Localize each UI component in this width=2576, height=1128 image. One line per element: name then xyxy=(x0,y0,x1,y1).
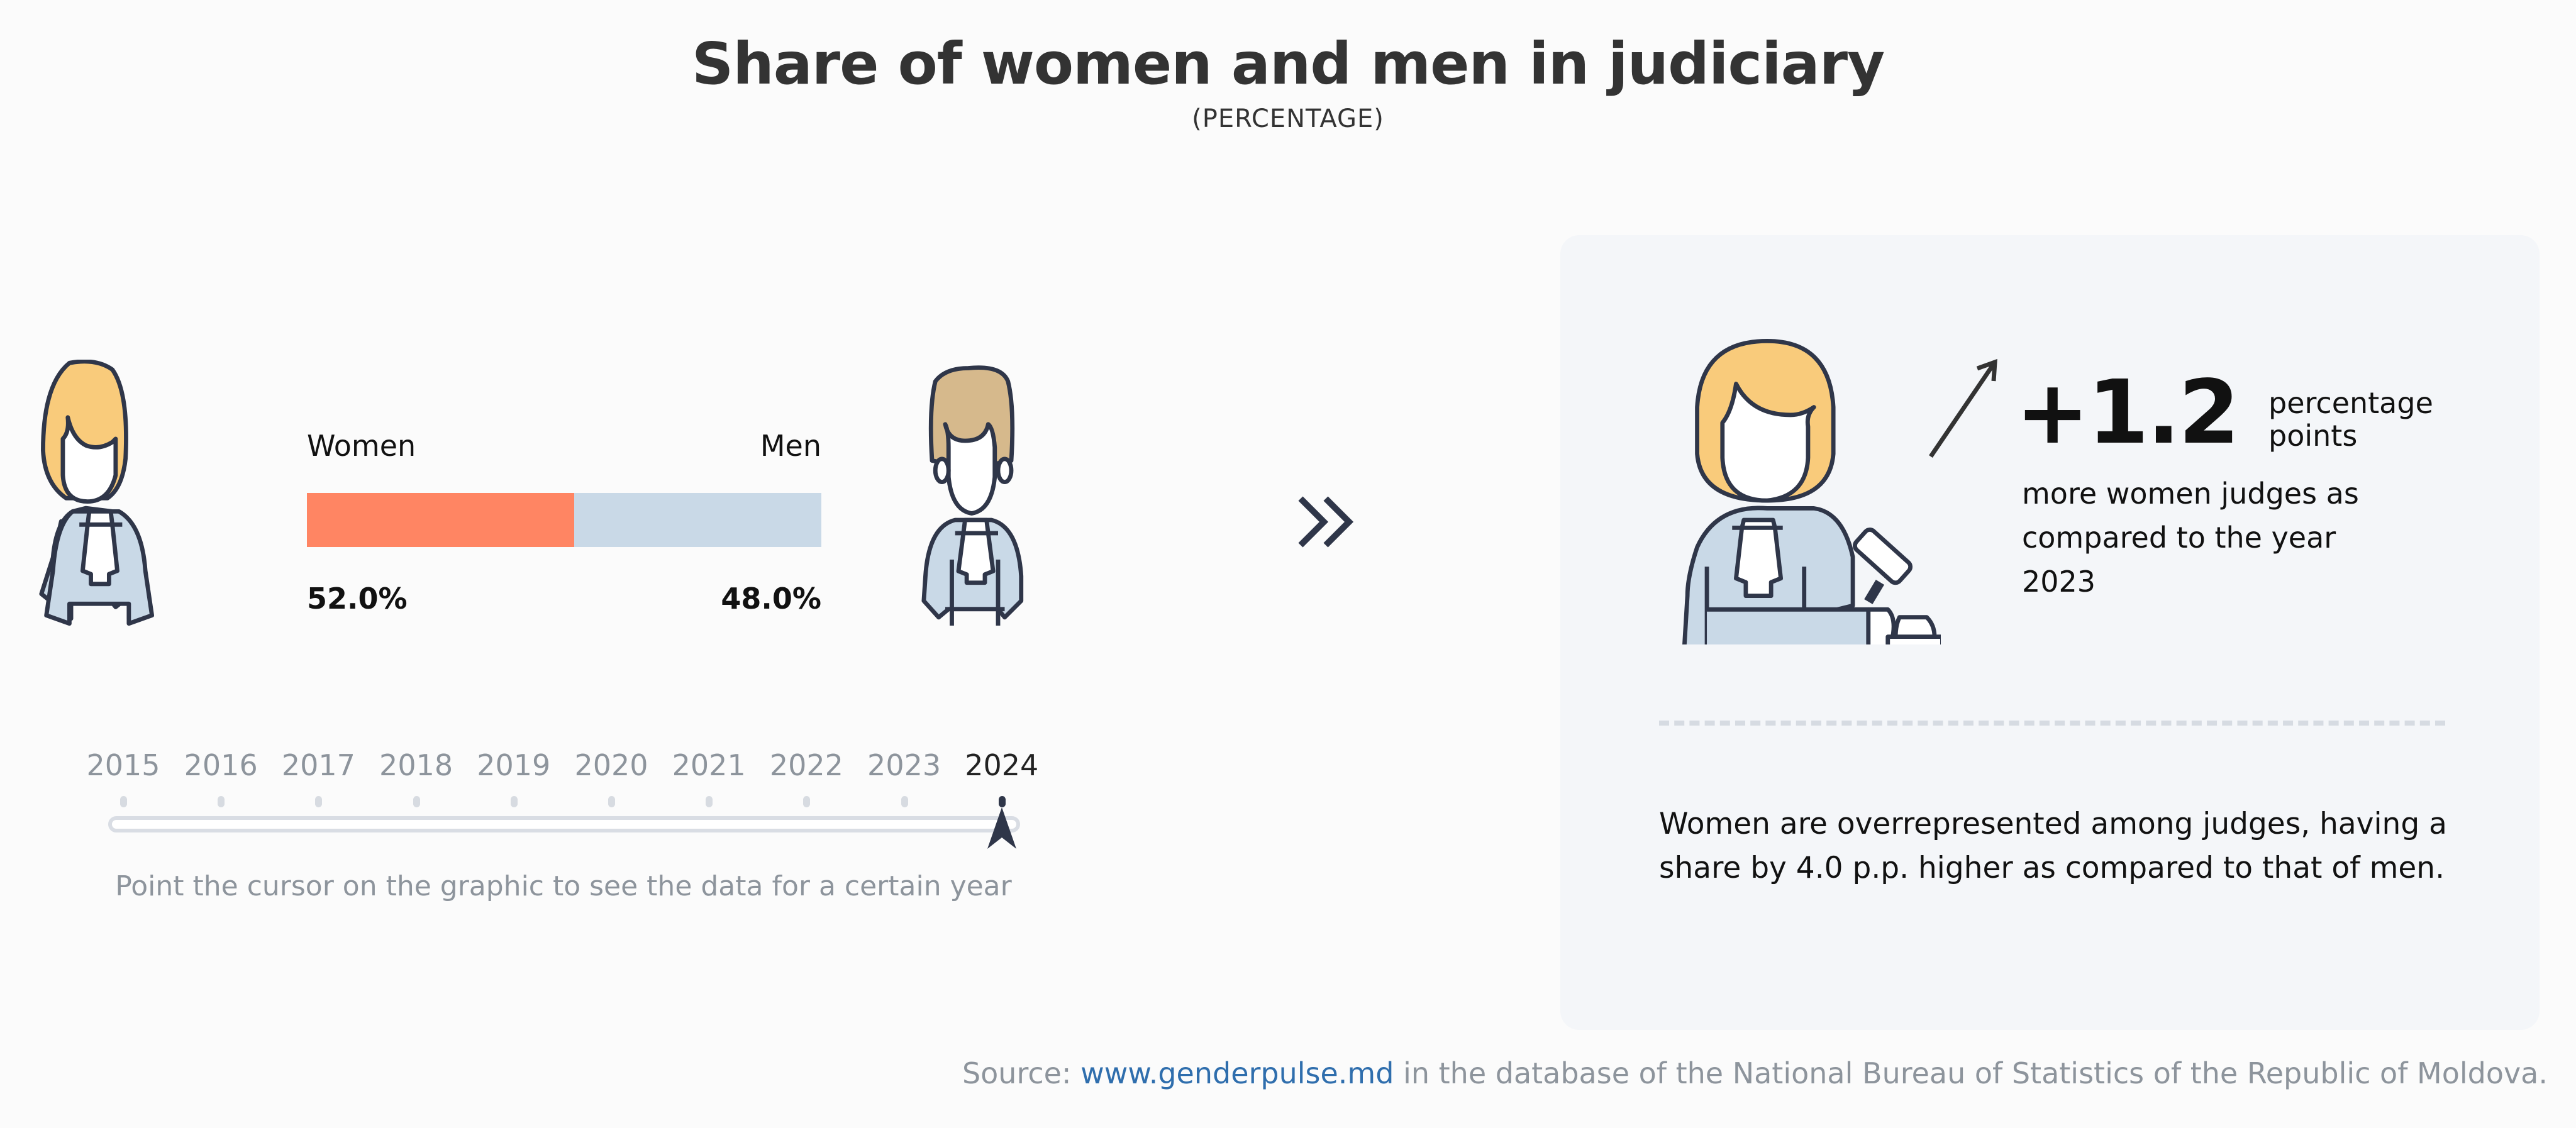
year-dot[interactable] xyxy=(803,796,811,807)
year-2020[interactable]: 2020 xyxy=(574,748,648,782)
year-dot[interactable] xyxy=(998,796,1006,807)
year-dot[interactable] xyxy=(608,796,615,807)
year-slider-track[interactable] xyxy=(108,816,1020,832)
timeline-hint: Point the cursor on the graphic to see t… xyxy=(115,870,1012,902)
arrow-up-right-icon xyxy=(1929,358,1997,458)
source-note: Source: www.genderpulse.md in the databa… xyxy=(962,1056,2548,1090)
man-judge-icon xyxy=(921,365,1024,626)
year-2015[interactable]: 2015 xyxy=(86,748,160,782)
page-subtitle: (PERCENTAGE) xyxy=(1192,104,1384,133)
delta-unit-line2: points xyxy=(2268,419,2358,453)
year-dot[interactable] xyxy=(120,796,127,807)
year-dot[interactable] xyxy=(315,796,323,807)
women-value: 52.0% xyxy=(307,582,408,616)
source-link[interactable]: www.genderpulse.md xyxy=(1080,1056,1394,1090)
year-2016[interactable]: 2016 xyxy=(184,748,258,782)
men-label: Men xyxy=(760,429,821,463)
delta-unit: percentage points xyxy=(2268,387,2433,452)
share-bar[interactable] xyxy=(307,493,821,547)
women-share-segment[interactable] xyxy=(307,493,575,547)
year-dot[interactable] xyxy=(510,796,518,807)
year-dot[interactable] xyxy=(901,796,908,807)
year-2021[interactable]: 2021 xyxy=(672,748,746,782)
year-dot[interactable] xyxy=(413,796,420,807)
woman-judge-gavel-icon xyxy=(1682,338,1941,644)
delta-value: +1.2 xyxy=(2016,362,2240,464)
women-label: Women xyxy=(307,429,416,463)
year-dot[interactable] xyxy=(218,796,225,807)
woman-judge-icon xyxy=(39,360,155,626)
year-dot[interactable] xyxy=(706,796,713,807)
year-2022[interactable]: 2022 xyxy=(769,748,843,782)
source-suffix: in the database of the National Bureau o… xyxy=(1394,1056,2548,1090)
year-2017[interactable]: 2017 xyxy=(281,748,355,782)
men-share-segment[interactable] xyxy=(574,493,821,547)
source-prefix: Source: xyxy=(962,1056,1081,1090)
double-chevron-right-icon[interactable] xyxy=(1296,494,1358,550)
year-slider-handle-icon[interactable] xyxy=(986,807,1018,849)
year-2024[interactable]: 2024 xyxy=(965,748,1039,782)
year-2018[interactable]: 2018 xyxy=(379,748,453,782)
year-2019[interactable]: 2019 xyxy=(477,748,551,782)
delta-unit-line1: percentage xyxy=(2268,386,2433,420)
men-value: 48.0% xyxy=(721,582,821,616)
divider xyxy=(1659,721,2445,726)
delta-description: more women judges as compared to the yea… xyxy=(2022,477,2359,599)
insight-note: Women are overrepresented among judges, … xyxy=(1659,807,2447,885)
year-2023[interactable]: 2023 xyxy=(867,748,941,782)
page-title: Share of women and men in judiciary xyxy=(691,30,1885,97)
